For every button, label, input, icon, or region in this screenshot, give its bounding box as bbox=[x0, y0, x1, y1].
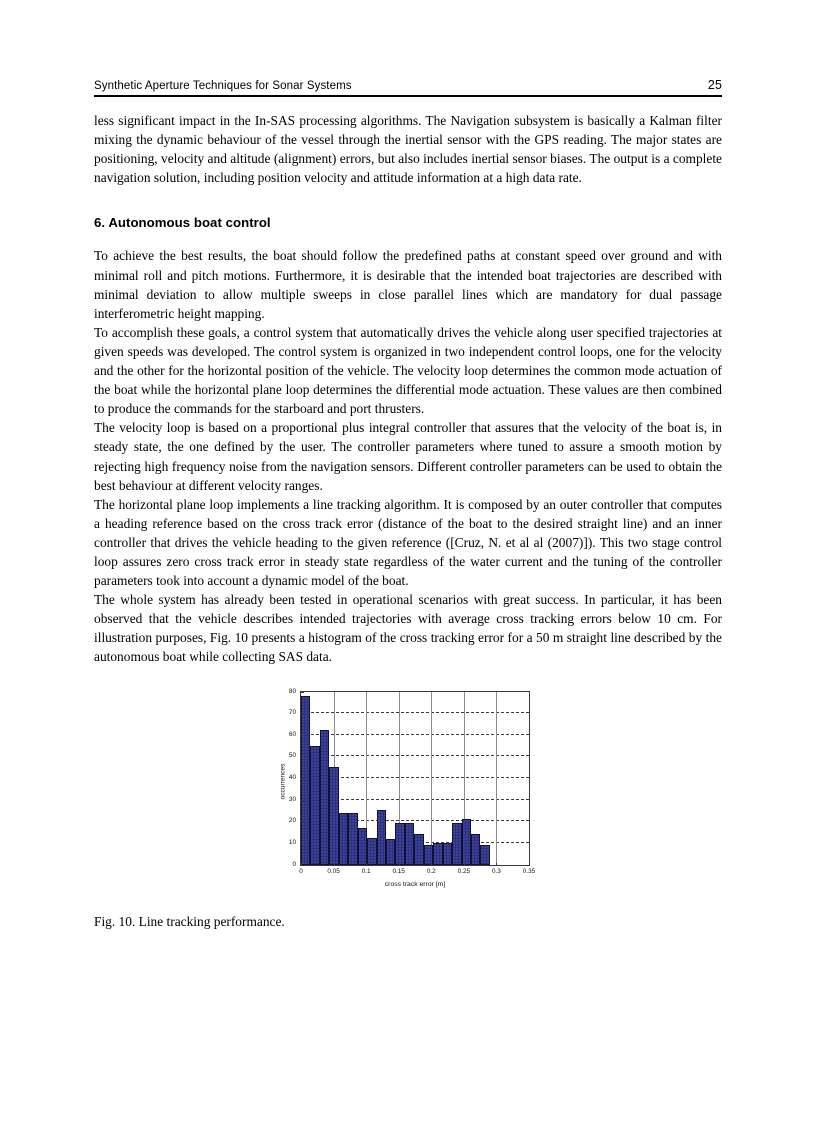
gridline-horizontal bbox=[301, 755, 529, 757]
body-text: less significant impact in the In-SAS pr… bbox=[94, 111, 722, 667]
histogram-bar bbox=[442, 842, 453, 865]
x-tick-mark bbox=[463, 862, 465, 866]
page-number: 25 bbox=[707, 78, 722, 92]
plot-area bbox=[300, 690, 530, 866]
x-tick-label: 0 bbox=[299, 867, 303, 875]
y-tick-mark bbox=[301, 842, 304, 844]
histogram-bar bbox=[367, 837, 377, 865]
paragraph-1: To achieve the best results, the boat sh… bbox=[94, 248, 722, 321]
section-heading: 6. Autonomous boat control bbox=[94, 215, 271, 231]
gridline-vertical bbox=[366, 691, 368, 865]
paragraph-3: The velocity loop is based on a proporti… bbox=[94, 420, 722, 493]
gridline-vertical bbox=[431, 691, 433, 865]
histogram-bar bbox=[386, 838, 396, 865]
x-tick-mark bbox=[301, 862, 302, 866]
histogram-bar bbox=[338, 812, 349, 865]
gridline-vertical bbox=[463, 691, 465, 865]
histogram-bar bbox=[471, 834, 481, 865]
y-tick-label: 20 bbox=[288, 817, 296, 825]
histogram-bar bbox=[404, 823, 415, 865]
paragraph-5: The whole system has already been tested… bbox=[94, 592, 722, 665]
paragraph-intro: less significant impact in the In-SAS pr… bbox=[94, 113, 722, 186]
histogram-bar bbox=[319, 730, 330, 865]
histogram-bar bbox=[433, 842, 443, 865]
x-tick-mark bbox=[398, 862, 400, 866]
figure-10: 0 10 20 30 40 50 60 70 80 0 0.05 0.1 0.15 0.2 0.25 0.3… bbox=[94, 683, 722, 898]
histogram-bar bbox=[480, 845, 490, 865]
y-axis-label: occurrences bbox=[279, 763, 287, 799]
paragraph-2: To accomplish these goals, a control sys… bbox=[94, 324, 722, 417]
paragraph-4: The horizontal plane loop implements a l… bbox=[94, 496, 722, 589]
gridline-horizontal bbox=[301, 777, 529, 779]
x-tick-mark bbox=[366, 862, 368, 866]
y-tick-label: 50 bbox=[288, 752, 296, 760]
running-head: Synthetic Aperture Techniques for Sonar … bbox=[94, 78, 722, 97]
figure-caption: Fig. 10. Line tracking performance. bbox=[94, 913, 285, 929]
gridline-horizontal bbox=[301, 733, 529, 735]
x-tick-mark bbox=[431, 862, 433, 866]
x-tick-label: 0.35 bbox=[522, 867, 536, 875]
gridline-horizontal bbox=[301, 798, 529, 800]
histogram-bar bbox=[348, 812, 358, 865]
y-tick-label: 10 bbox=[288, 838, 296, 846]
x-tick-label: 0.3 bbox=[491, 867, 501, 875]
x-axis-label: cross track error [m] bbox=[384, 880, 446, 888]
y-tick-label: 0 bbox=[292, 860, 296, 868]
y-tick-mark bbox=[301, 734, 304, 736]
histogram-bar bbox=[376, 810, 386, 865]
gridline-horizontal bbox=[301, 820, 529, 822]
histogram-bar bbox=[301, 695, 311, 865]
gridline-vertical bbox=[398, 691, 400, 865]
x-tick-label: 0.1 bbox=[361, 867, 371, 875]
y-tick-mark bbox=[301, 864, 304, 866]
y-tick-label: 30 bbox=[288, 795, 296, 803]
y-tick-label: 80 bbox=[288, 687, 296, 695]
histogram-bar bbox=[423, 845, 434, 865]
y-tick-mark bbox=[301, 691, 304, 693]
x-tick-mark bbox=[333, 862, 335, 866]
histogram-bar bbox=[310, 745, 320, 865]
y-tick-label: 40 bbox=[288, 773, 296, 781]
bar-series bbox=[301, 692, 529, 865]
x-tick-label: 0.15 bbox=[392, 867, 405, 875]
histogram-bar bbox=[414, 834, 424, 865]
gridline-vertical bbox=[496, 691, 498, 865]
histogram-chart: 0 10 20 30 40 50 60 70 80 0 0.05 0.1 0.15 0.2 0.25 0.3… bbox=[274, 683, 542, 898]
y-tick-mark bbox=[301, 756, 304, 758]
x-tick-label: 0.25 bbox=[457, 867, 471, 875]
gridline-horizontal bbox=[301, 712, 529, 714]
y-tick-mark bbox=[301, 713, 304, 715]
running-head-title: Synthetic Aperture Techniques for Sonar … bbox=[94, 80, 352, 92]
y-tick-mark bbox=[301, 821, 304, 823]
page-content: Synthetic Aperture Techniques for Sonar … bbox=[94, 78, 722, 930]
y-tick-label: 70 bbox=[288, 708, 296, 716]
x-tick-label: 0.05 bbox=[327, 867, 340, 875]
y-tick-mark bbox=[301, 778, 304, 780]
y-tick-label: 60 bbox=[288, 730, 296, 738]
histogram-bar bbox=[461, 819, 471, 865]
x-tick-label: 0.2 bbox=[426, 867, 436, 875]
histogram-bar bbox=[395, 823, 405, 865]
histogram-bar bbox=[452, 823, 462, 865]
x-tick-mark bbox=[496, 862, 498, 866]
x-tick-mark bbox=[529, 862, 530, 866]
y-tick-mark bbox=[301, 799, 304, 801]
histogram-bar bbox=[329, 767, 339, 865]
histogram-bar bbox=[357, 827, 368, 865]
